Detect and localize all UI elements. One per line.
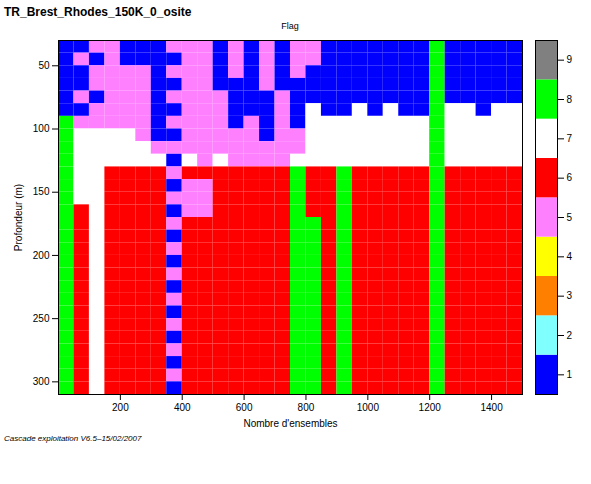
svg-text:50: 50 xyxy=(38,60,50,71)
svg-text:300: 300 xyxy=(33,376,50,387)
svg-text:1400: 1400 xyxy=(480,402,503,413)
svg-text:8: 8 xyxy=(567,94,573,105)
svg-text:1200: 1200 xyxy=(419,402,442,413)
svg-text:Profondeur (m): Profondeur (m) xyxy=(13,184,24,251)
html-text:Cascade exploitation V6.5–15/0: Cascade exploitation V6.5–15/02/2007 xyxy=(4,434,142,443)
svg-text:150: 150 xyxy=(33,186,50,197)
svg-text:9: 9 xyxy=(567,54,573,65)
svg-text:800: 800 xyxy=(298,402,315,413)
svg-text:200: 200 xyxy=(112,402,129,413)
svg-text:4: 4 xyxy=(567,251,573,262)
svg-text:1000: 1000 xyxy=(357,402,380,413)
svg-text:5: 5 xyxy=(567,212,573,223)
svg-text:Nombre d'ensembles: Nombre d'ensembles xyxy=(243,418,337,429)
html-text:Flag: Flag xyxy=(281,21,299,31)
svg-text:3: 3 xyxy=(567,290,573,301)
svg-text:100: 100 xyxy=(33,123,50,134)
svg-text:2: 2 xyxy=(567,330,573,341)
svg-text:1: 1 xyxy=(567,369,573,380)
html-text:TR_Brest_Rhodes_150K_0_osite: TR_Brest_Rhodes_150K_0_osite xyxy=(4,5,192,19)
svg-text:600: 600 xyxy=(236,402,253,413)
svg-text:6: 6 xyxy=(567,172,573,183)
svg-text:400: 400 xyxy=(174,402,191,413)
svg-text:200: 200 xyxy=(33,250,50,261)
svg-text:7: 7 xyxy=(567,133,573,144)
svg-text:250: 250 xyxy=(33,313,50,324)
